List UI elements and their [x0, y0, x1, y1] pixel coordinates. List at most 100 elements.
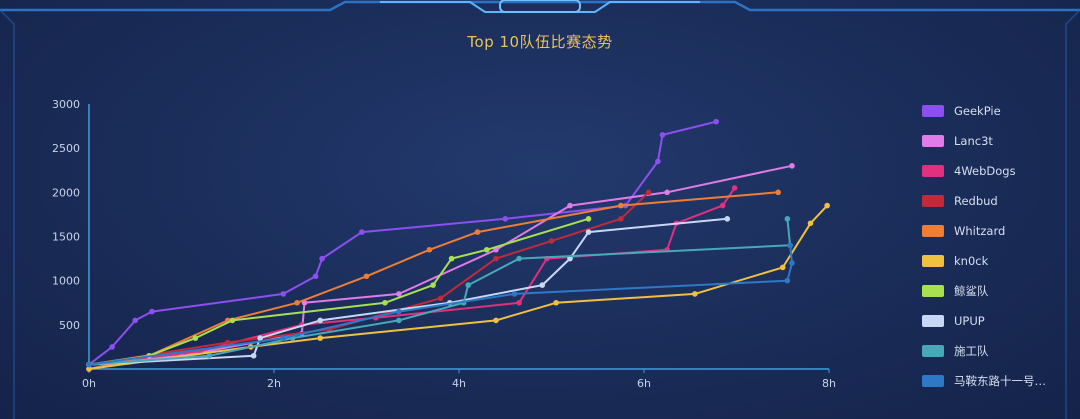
legend-item[interactable]: kn0ck: [922, 246, 1072, 276]
data-point[interactable]: [474, 229, 481, 235]
data-point[interactable]: [645, 189, 652, 196]
data-point[interactable]: [317, 335, 324, 341]
data-point[interactable]: [784, 277, 791, 284]
data-point[interactable]: [787, 242, 793, 249]
x-tick-label: 4h: [452, 377, 466, 390]
data-point[interactable]: [824, 202, 830, 209]
data-point[interactable]: [319, 255, 325, 262]
data-point[interactable]: [502, 216, 509, 222]
data-point[interactable]: [86, 361, 92, 368]
data-point[interactable]: [109, 344, 115, 350]
x-tick-label: 2h: [267, 377, 281, 390]
data-point[interactable]: [789, 163, 795, 169]
series-line[interactable]: [88, 204, 829, 370]
data-point[interactable]: [426, 246, 433, 253]
data-point[interactable]: [437, 295, 444, 302]
data-point[interactable]: [585, 216, 592, 222]
data-point[interactable]: [731, 185, 738, 191]
data-point[interactable]: [511, 291, 518, 297]
data-point[interactable]: [567, 255, 573, 262]
data-point[interactable]: [86, 366, 92, 372]
legend-swatch: [922, 135, 944, 147]
series-line[interactable]: [88, 191, 650, 366]
data-point[interactable]: [655, 158, 661, 165]
data-point[interactable]: [483, 246, 490, 253]
legend-item[interactable]: 4WebDogs: [922, 156, 1072, 186]
legend-label: Whitzard: [954, 224, 1006, 238]
legend-label: 4WebDogs: [954, 164, 1016, 178]
legend-item[interactable]: GeekPie: [922, 96, 1072, 126]
series-line[interactable]: [88, 120, 718, 366]
data-point[interactable]: [448, 255, 455, 262]
legend-swatch: [922, 345, 944, 357]
data-point[interactable]: [567, 202, 573, 209]
legend-item[interactable]: Redbud: [922, 186, 1072, 216]
data-point[interactable]: [206, 352, 213, 359]
data-point[interactable]: [382, 299, 388, 306]
series-8: [86, 216, 793, 368]
data-point[interactable]: [779, 264, 786, 271]
series-line[interactable]: [88, 217, 792, 366]
x-tick-label: 6h: [637, 377, 651, 390]
legend-item[interactable]: 马鞍东路十一号…: [922, 366, 1072, 396]
data-point[interactable]: [553, 299, 559, 306]
data-point[interactable]: [229, 317, 236, 324]
y-tick-label: 3000: [52, 98, 80, 111]
data-point[interactable]: [585, 229, 592, 235]
data-point[interactable]: [784, 216, 791, 222]
data-point[interactable]: [396, 291, 402, 297]
legend-item[interactable]: Whitzard: [922, 216, 1072, 246]
data-point[interactable]: [618, 216, 624, 222]
data-point[interactable]: [149, 308, 155, 315]
data-point[interactable]: [317, 317, 324, 324]
data-point[interactable]: [719, 202, 726, 209]
data-point[interactable]: [516, 255, 522, 262]
legend-swatch: [922, 195, 944, 207]
data-point[interactable]: [396, 308, 402, 315]
data-point[interactable]: [775, 189, 781, 196]
y-tick-label: 500: [59, 319, 80, 332]
series-line[interactable]: [88, 191, 780, 370]
data-point[interactable]: [548, 238, 555, 244]
x-tick-label: 8h: [822, 377, 836, 390]
data-point[interactable]: [224, 339, 231, 346]
data-point[interactable]: [132, 317, 139, 324]
data-point[interactable]: [664, 189, 670, 196]
data-point[interactable]: [192, 335, 199, 341]
y-tick-label: 1500: [52, 231, 80, 244]
data-point[interactable]: [618, 202, 624, 209]
data-point[interactable]: [807, 220, 814, 227]
legend-label: GeekPie: [954, 104, 1001, 118]
legend-item[interactable]: 鲸鲨队: [922, 276, 1072, 306]
data-point[interactable]: [493, 317, 499, 324]
data-point[interactable]: [692, 291, 698, 297]
legend-item[interactable]: UPUP: [922, 306, 1072, 336]
data-point[interactable]: [724, 216, 731, 222]
y-tick-label: 1000: [52, 275, 80, 288]
legend-swatch: [922, 255, 944, 267]
data-point[interactable]: [250, 352, 257, 359]
data-point[interactable]: [713, 118, 719, 125]
data-point[interactable]: [363, 273, 370, 280]
data-point[interactable]: [430, 282, 436, 288]
data-point[interactable]: [280, 291, 287, 297]
data-point[interactable]: [396, 317, 402, 324]
data-point[interactable]: [789, 260, 795, 266]
series-line[interactable]: [88, 186, 736, 366]
series-4: [86, 189, 781, 372]
legend-label: kn0ck: [954, 254, 989, 268]
data-point[interactable]: [659, 132, 666, 138]
data-point[interactable]: [312, 273, 319, 280]
data-point[interactable]: [359, 229, 365, 235]
data-point[interactable]: [465, 282, 472, 288]
data-point[interactable]: [257, 335, 263, 341]
data-point[interactable]: [516, 299, 522, 306]
data-point[interactable]: [539, 282, 546, 288]
data-point[interactable]: [493, 255, 499, 262]
data-point[interactable]: [294, 299, 300, 306]
x-tick-label: 0h: [82, 377, 96, 390]
legend-item[interactable]: 施工队: [922, 336, 1072, 366]
legend-swatch: [922, 375, 944, 387]
legend-item[interactable]: Lanc3t: [922, 126, 1072, 156]
data-point[interactable]: [280, 335, 287, 341]
